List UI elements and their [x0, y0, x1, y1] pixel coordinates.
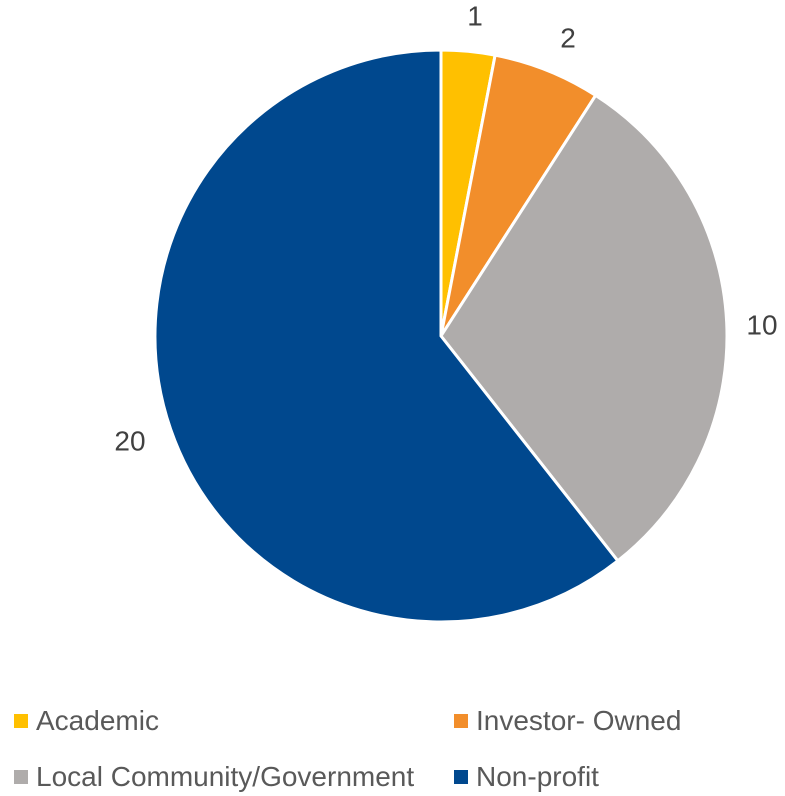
pie-slice-local-community-government: [439, 93, 729, 563]
pie-slice-non-profit: [153, 48, 620, 624]
data-label-investor-owned: 2: [560, 22, 576, 53]
data-label-local-community-government: 10: [746, 309, 777, 340]
data-label-non-profit: 20: [114, 425, 145, 456]
data-label-academic: 1: [467, 0, 483, 31]
